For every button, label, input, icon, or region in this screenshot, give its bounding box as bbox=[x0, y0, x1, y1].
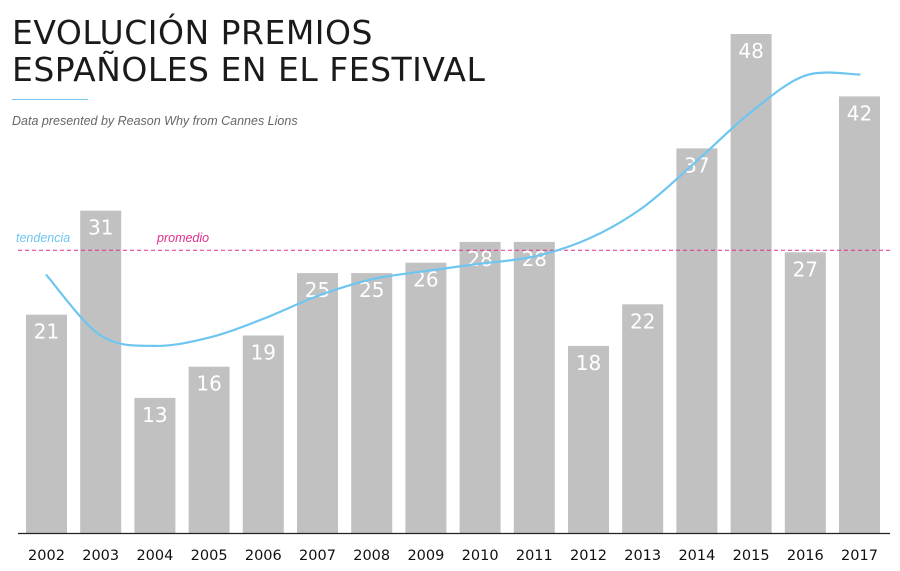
average-label: promedio bbox=[156, 231, 209, 245]
x-tick-label-2011: 2011 bbox=[516, 548, 553, 564]
x-tick-label-2014: 2014 bbox=[678, 548, 715, 564]
x-tick-label-2005: 2005 bbox=[191, 548, 228, 564]
x-tick-label-2013: 2013 bbox=[624, 548, 661, 564]
x-tick-label-2015: 2015 bbox=[733, 548, 770, 564]
bar-2013 bbox=[622, 304, 664, 533]
bar-value-label-2003: 31 bbox=[88, 216, 113, 240]
chart-title-line-2: ESPAÑOLES EN EL FESTIVAL bbox=[12, 50, 486, 89]
bar-value-label-2004: 13 bbox=[142, 403, 167, 427]
x-tick-label-2007: 2007 bbox=[299, 548, 336, 564]
bar-2010 bbox=[459, 241, 501, 533]
bar-value-label-2015: 48 bbox=[738, 39, 763, 63]
bar-value-label-2005: 16 bbox=[196, 372, 221, 396]
chart-title-line-1: EVOLUCIÓN PREMIOS bbox=[12, 13, 373, 52]
x-tick-label-2008: 2008 bbox=[353, 548, 390, 564]
bar-2006 bbox=[242, 335, 284, 533]
bar-value-label-2007: 25 bbox=[305, 278, 330, 302]
bar-value-label-2017: 42 bbox=[847, 101, 872, 125]
chart-title: EVOLUCIÓN PREMIOS ESPAÑOLES EN EL FESTIV… bbox=[12, 14, 485, 88]
trend-line bbox=[45, 71, 861, 348]
bar-value-label-2006: 19 bbox=[251, 341, 276, 365]
x-tick-label-2003: 2003 bbox=[82, 548, 119, 564]
bar-2003 bbox=[80, 210, 122, 533]
x-tick-label-2006: 2006 bbox=[245, 548, 282, 564]
bar-value-label-2016: 27 bbox=[793, 257, 818, 281]
x-tick-label-2017: 2017 bbox=[841, 548, 878, 564]
x-tick-label-2002: 2002 bbox=[28, 548, 65, 564]
bar-2016 bbox=[784, 252, 826, 534]
bar-2015 bbox=[730, 34, 772, 533]
bar-2002 bbox=[26, 314, 67, 533]
bar-2014 bbox=[676, 148, 718, 533]
x-tick-label-2004: 2004 bbox=[136, 548, 173, 564]
bar-value-label-2002: 21 bbox=[34, 320, 59, 344]
bar-2005 bbox=[188, 366, 230, 533]
bar-value-label-2013: 22 bbox=[630, 309, 655, 333]
bar-2004 bbox=[134, 397, 176, 533]
bar-2012 bbox=[568, 345, 609, 533]
bar-2009 bbox=[405, 262, 447, 533]
bar-2008 bbox=[351, 273, 393, 533]
bar-value-label-2012: 18 bbox=[576, 351, 601, 375]
chart-subtitle: Data presented by Reason Why from Cannes… bbox=[12, 114, 298, 128]
title-underline bbox=[12, 99, 88, 100]
x-tick-label-2009: 2009 bbox=[407, 548, 444, 564]
bar-2017 bbox=[839, 96, 880, 534]
bar-2007 bbox=[297, 273, 338, 533]
x-tick-label-2010: 2010 bbox=[462, 548, 499, 564]
x-tick-label-2016: 2016 bbox=[787, 548, 824, 564]
trend-label: tendencia bbox=[16, 231, 70, 245]
bar-value-label-2014: 37 bbox=[684, 153, 709, 177]
bar-2011 bbox=[513, 241, 555, 533]
bar-value-label-2010: 28 bbox=[467, 247, 492, 271]
x-tick-label-2012: 2012 bbox=[570, 548, 607, 564]
